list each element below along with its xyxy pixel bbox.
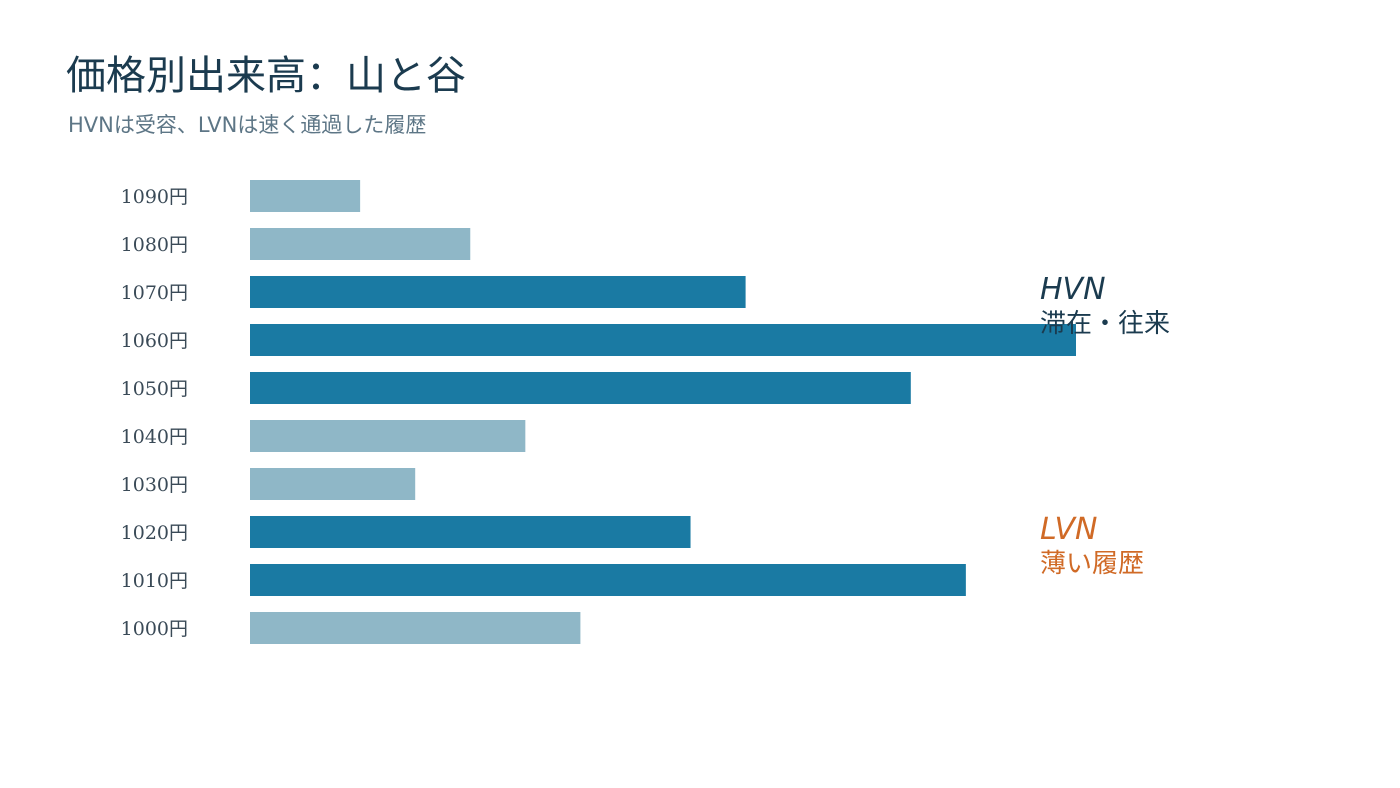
- bars-group: [250, 180, 1076, 644]
- lvn-label: LVN: [1040, 512, 1098, 547]
- y-tick-label: 1070円: [121, 282, 188, 304]
- hvn-description: 滞在・往来: [1040, 309, 1171, 339]
- y-tick-label: 1090円: [121, 186, 188, 208]
- bar-1020円: [250, 516, 691, 548]
- y-tick-label: 1030円: [121, 474, 188, 496]
- hvn-annotation: HVN 滞在・往来: [1040, 272, 1170, 340]
- bar-1010円: [250, 564, 966, 596]
- chart-subtitle: HVNは受容、LVNは速く通過した履歴: [68, 113, 427, 137]
- y-tick-label: 1000円: [121, 618, 188, 640]
- y-tick-label: 1080円: [121, 234, 188, 256]
- y-tick-label: 1020円: [121, 522, 188, 544]
- bar-1050円: [250, 372, 911, 404]
- bar-1040円: [250, 420, 526, 452]
- tick-labels-group: 1090円 1080円 1070円 1060円 1050円 1040円 1030円 1020円…: [121, 186, 188, 640]
- y-tick-label: 1050円: [121, 378, 188, 400]
- y-tick-label: 1060円: [121, 330, 188, 352]
- lvn-annotation: LVN 薄い履歴: [1040, 512, 1144, 580]
- lvn-description: 薄い履歴: [1040, 549, 1145, 579]
- y-tick-label: 1040円: [121, 426, 188, 448]
- bar-1000円: [250, 612, 581, 644]
- bar-1030円: [250, 468, 416, 500]
- y-tick-label: 1010円: [121, 570, 188, 592]
- bar-1080円: [250, 228, 471, 260]
- bar-1090円: [250, 180, 361, 212]
- chart-title: 価格別出来高：山と谷: [66, 53, 466, 99]
- bar-1070円: [250, 276, 746, 308]
- hvn-label: HVN: [1040, 272, 1106, 307]
- bar-1060円: [250, 324, 1076, 356]
